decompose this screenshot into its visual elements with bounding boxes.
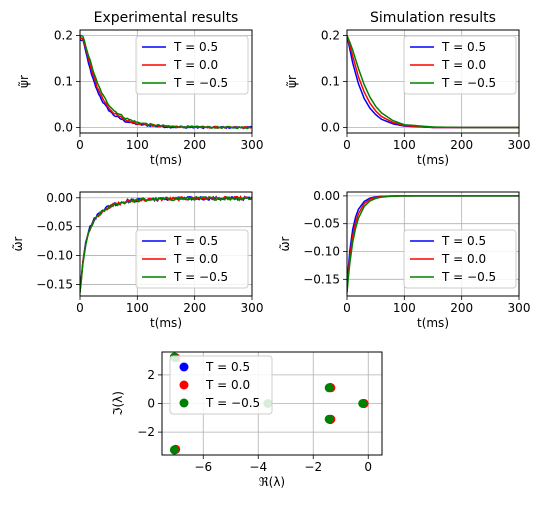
legend: T = 0.5 T = 0.0 T = −0.5 [135, 35, 249, 95]
y-tick-label: 0.1 [321, 75, 340, 89]
x-axis-label: t(ms) [417, 316, 449, 330]
x-tick-label: 300 [241, 301, 264, 315]
y-axis-label: ℑ(λ) [111, 391, 125, 416]
y-tick-label: −0.15 [36, 277, 73, 291]
legend-label: T = −0.5 [173, 76, 228, 90]
y-axis-label: ψ̃r [17, 75, 31, 88]
x-tick-label: 200 [450, 138, 473, 152]
legend-label: T = 0.0 [441, 58, 486, 72]
y-tick-label: 2 [147, 368, 155, 382]
legend: T = 0.5 T = 0.0 T = −0.5 [135, 229, 249, 289]
legend-label: T = 0.0 [173, 252, 218, 266]
y-tick-label: −0.10 [303, 245, 340, 259]
series-line-2 [80, 195, 252, 293]
legend-label: T = 0.0 [205, 378, 250, 392]
x-axis-label: t(ms) [150, 316, 182, 330]
legend-swatch [179, 380, 189, 390]
x-tick-label: 300 [508, 138, 531, 152]
y-tick-label: −2 [137, 425, 155, 439]
legend: T = 0.5 T = 0.0 T = −0.5 [403, 229, 517, 289]
scatter-point [358, 399, 368, 408]
legend-label: T = 0.0 [441, 252, 486, 266]
panel-exp-omega: 0 100 200 300 0.00 −0.05 −0.10 −0.15 t(ms) ω̃r T =… [11, 191, 263, 330]
legend-label: T = −0.5 [205, 396, 260, 410]
series-group [80, 34, 252, 130]
series-line-2 [347, 35, 519, 129]
legend-label: T = −0.5 [173, 270, 228, 284]
x-tick-label: 100 [393, 138, 416, 152]
legend-swatch [179, 398, 189, 408]
chart-title: Experimental results [94, 10, 239, 26]
legend-label: T = 0.5 [173, 234, 218, 248]
y-tick-label: 0.2 [321, 29, 340, 43]
legend-label: T = −0.5 [441, 76, 496, 90]
y-axis-label: ψ̃r [285, 75, 299, 88]
y-axis-label: ω̃r [11, 236, 25, 251]
x-tick-label: −6 [194, 460, 212, 474]
y-tick-label: −0.05 [303, 217, 340, 231]
scatter-point [169, 445, 179, 455]
legend-label: T = 0.0 [173, 58, 218, 72]
y-tick-label: 0.2 [54, 29, 73, 43]
x-axis-label: t(ms) [417, 153, 449, 167]
x-tick-label: 200 [183, 138, 206, 152]
legend-box [169, 355, 273, 415]
y-tick-label: −0.15 [303, 272, 340, 286]
legend-box [403, 35, 517, 95]
chart-title: Simulation results [370, 10, 496, 26]
x-tick-label: 0 [343, 301, 351, 315]
x-tick-label: −4 [249, 460, 267, 474]
x-tick-label: −2 [304, 460, 322, 474]
x-tick-label: 300 [508, 301, 531, 315]
series-group [80, 194, 252, 293]
axes-frame [346, 191, 520, 297]
x-tick-label: 300 [241, 138, 264, 152]
legend: T = 0.5 T = 0.0 T = −0.5 [403, 35, 517, 95]
x-tick-label: 200 [183, 301, 206, 315]
panel-eigen: −6 −4 −2 0 2 0 −2 ℜ(λ) ℑ(λ) T = 0.5 T = 0.0 T = −0.… [111, 351, 383, 489]
x-tick-label: 0 [76, 138, 84, 152]
panel-sim-omega: 0 100 200 300 0.00 −0.05 −0.10 −0.15 t(ms) ω̃r T =… [278, 189, 530, 330]
legend-label: T = 0.5 [441, 234, 486, 248]
series-line-2 [80, 34, 252, 130]
y-tick-label: 0 [147, 397, 155, 411]
x-tick-label: 0 [343, 138, 351, 152]
series-line-2 [347, 195, 519, 293]
y-axis-label: ω̃r [278, 236, 292, 251]
scatter-point [324, 414, 334, 424]
legend-box [135, 229, 249, 289]
x-tick-label: 200 [450, 301, 473, 315]
x-axis-label: ℜ(λ) [259, 475, 285, 489]
x-tick-label: 100 [393, 301, 416, 315]
y-tick-label: 0.0 [321, 120, 340, 134]
y-tick-label: 0.0 [54, 120, 73, 134]
legend-label: T = −0.5 [441, 270, 496, 284]
series-group [347, 35, 519, 129]
y-tick-label: −0.05 [36, 220, 73, 234]
x-tick-label: 0 [364, 460, 372, 474]
panel-exp-psi: 0 100 200 300 0.0 0.1 0.2 t(ms) ψ̃r Experimental … [17, 10, 263, 167]
x-tick-label: 100 [126, 138, 149, 152]
x-axis-label: t(ms) [150, 153, 182, 167]
legend-label: T = 0.5 [173, 40, 218, 54]
scatter-point [324, 383, 334, 393]
legend-box [135, 35, 249, 95]
x-tick-label: 100 [126, 301, 149, 315]
x-tick-label: 0 [76, 301, 84, 315]
legend-swatch [179, 362, 189, 372]
y-tick-label: −0.10 [36, 249, 73, 263]
legend-label: T = 0.5 [441, 40, 486, 54]
y-tick-label: 0.00 [46, 191, 73, 205]
series-group [347, 195, 519, 293]
legend-label: T = 0.5 [205, 360, 250, 374]
y-tick-label: 0.00 [313, 189, 340, 203]
axes-frame [79, 191, 253, 297]
panel-sim-psi: 0 100 200 300 0.0 0.1 0.2 t(ms) ψ̃r Simulation re… [285, 10, 530, 167]
legend: T = 0.5 T = 0.0 T = −0.5 [169, 355, 273, 415]
y-tick-label: 0.1 [54, 75, 73, 89]
legend-box [403, 229, 517, 289]
